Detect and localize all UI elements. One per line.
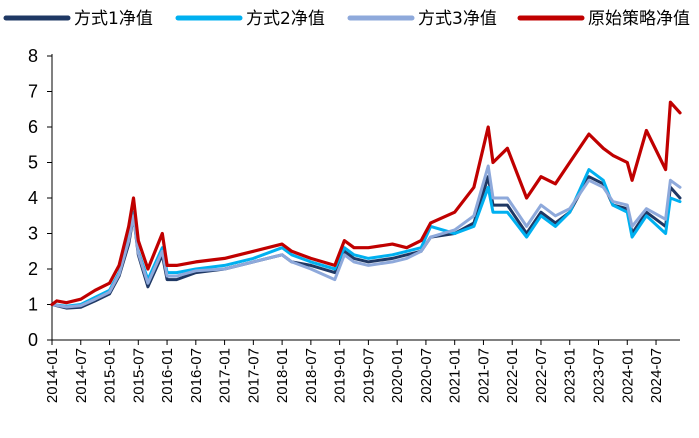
x-tick-label: 2022-01 [504,348,521,403]
x-tick-label: 2015-07 [130,348,147,403]
x-tick-label: 2021-07 [475,348,492,403]
x-tick-label: 2023-01 [562,348,579,403]
series-line-4 [50,100,682,307]
y-axis: 0 1 2 3 4 5 6 7 8 [28,46,53,350]
x-tick-label: 2015-01 [102,348,119,403]
y-tick-label: 3 [28,224,38,244]
series-line-1 [50,175,682,310]
x-tick-label: 2016-01 [159,348,176,403]
x-tick-label: 2017-07 [245,348,262,403]
y-tick-label: 7 [28,82,38,102]
x-tick-label: 2017-01 [217,348,234,403]
x-tick-label: 2022-07 [533,348,550,403]
x-axis: 2014-01 2014-07 2015-01 2015-07 2016-01 2016-… [44,339,680,403]
legend-label: 原始策略净值 [588,9,690,29]
x-tick-label: 2018-01 [274,348,291,403]
x-tick-label: 2024-07 [648,348,665,403]
x-tick-label: 2014-07 [73,348,90,403]
legend-label: 方式3净值 [418,9,497,29]
y-tick-label: 1 [28,295,38,315]
x-tick-label: 2020-01 [389,348,406,403]
series-line-3 [50,164,682,309]
y-tick-label: 0 [28,330,38,350]
x-tick-label: 2019-07 [360,348,377,403]
legend-label: 方式2净值 [246,9,325,29]
y-tick-label: 6 [28,117,38,137]
x-tick-label: 2024-01 [619,348,636,403]
x-tick-label: 2021-01 [447,348,464,403]
x-tick-label: 2023-07 [591,348,608,403]
y-tick-label: 4 [28,188,38,208]
legend-item-1: 方式1净值 [3,9,153,29]
y-tick-label: 8 [28,46,38,66]
x-tick-label: 2016-07 [188,348,205,403]
x-tick-label: 2018-07 [303,348,320,403]
y-tick-label: 2 [28,259,38,279]
series-layer [50,100,682,310]
legend-item-4: 原始策略净值 [517,9,690,29]
legend-label: 方式1净值 [74,9,153,29]
legend-item-2: 方式2净值 [175,9,325,29]
legend-item-3: 方式3净值 [347,9,497,29]
x-tick-label: 2019-01 [332,348,349,403]
y-tick-label: 5 [28,153,38,173]
legend: 方式1净值 方式2净值 方式3净值 原始策略净值 [3,9,690,29]
x-tick-label: 2020-07 [418,348,435,403]
x-tick-label: 2014-01 [44,348,61,403]
